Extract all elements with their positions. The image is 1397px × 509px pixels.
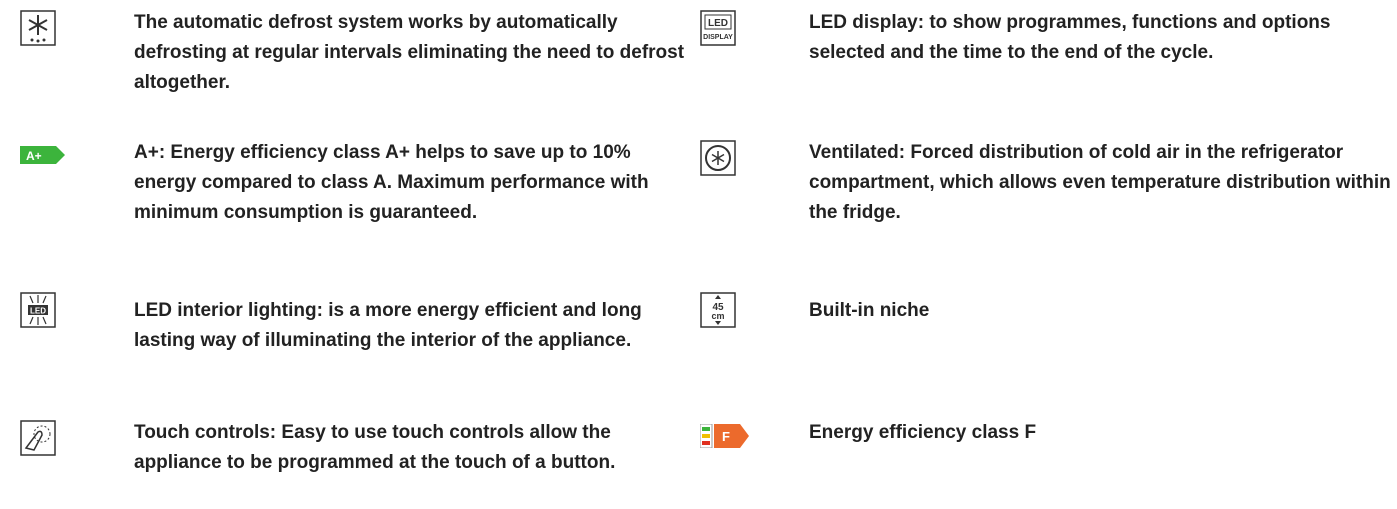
- icon-label: A+: [26, 149, 42, 163]
- icon-label: LED: [30, 307, 46, 316]
- icon-label: 45: [712, 302, 724, 313]
- feature-text: Touch controls: Easy to use touch contro…: [134, 422, 616, 473]
- feature-text: Ventilated: Forced distribution of cold …: [809, 142, 1391, 223]
- led-display-icon: LED DISPLAY: [700, 10, 736, 46]
- icon-label: LED: [708, 18, 728, 29]
- touch-icon: [20, 420, 56, 456]
- icon-label: cm: [711, 311, 724, 321]
- niche-icon: 45 cm: [700, 292, 736, 328]
- led-light-icon: LED: [20, 292, 56, 328]
- feature-text: LED display: to show programmes, functio…: [809, 12, 1331, 63]
- energy-f-icon: F: [700, 424, 749, 448]
- feature-text: Built-in niche: [809, 300, 930, 321]
- feature-text: A+: Energy efficiency class A+ helps to …: [134, 142, 649, 223]
- feature-text: LED interior lighting: is a more energy …: [134, 300, 642, 351]
- ventilated-icon: [700, 140, 736, 176]
- feature-text: Energy efficiency class F: [809, 422, 1037, 443]
- icon-label: DISPLAY: [703, 34, 733, 41]
- icon-label: F: [722, 429, 730, 444]
- energy-a-plus-icon: A+: [20, 146, 65, 164]
- defrost-icon: [20, 10, 56, 46]
- feature-text: The automatic defrost system works by au…: [134, 12, 685, 93]
